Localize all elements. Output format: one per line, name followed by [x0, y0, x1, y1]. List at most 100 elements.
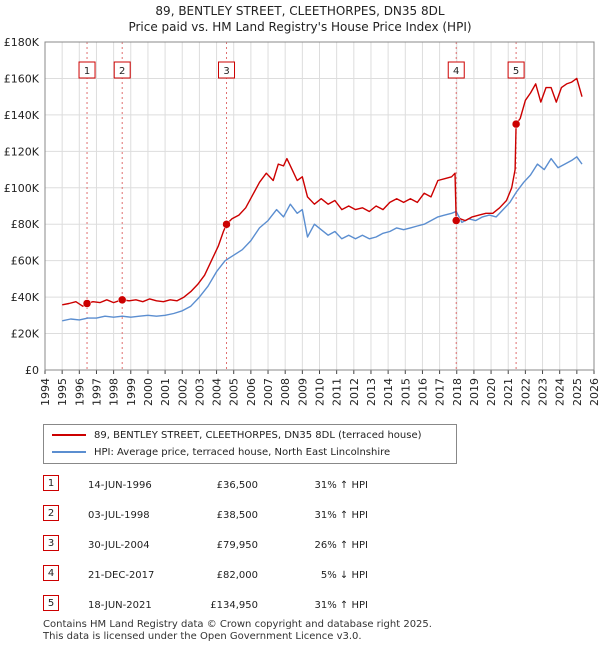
series	[62, 77, 583, 322]
sale-label-box	[78, 61, 96, 79]
chart-subtitle: Price paid vs. HM Land Registry's House …	[128, 20, 472, 34]
sale-label-box	[113, 61, 131, 79]
x-tick-label: 2018	[451, 378, 464, 406]
sale-price: £36,500	[216, 480, 258, 491]
sale-hpi-change: 5% ↓ HPI	[320, 570, 368, 581]
axes: £0 £20K £40K £60K £80K £100K £120K £140K £160K £1…	[4, 36, 600, 406]
sale-date: 14-JUN-1996	[88, 480, 152, 491]
x-tick-label: 1994	[39, 378, 52, 406]
legend-swatch-property	[52, 434, 86, 436]
sale-hpi-change: 31% ↑ HPI	[314, 600, 368, 611]
x-tick-label: 2000	[142, 378, 155, 406]
sale-price: £82,000	[216, 570, 258, 581]
sale-number-badge: 3	[43, 535, 59, 551]
legend-swatch-hpi	[52, 451, 86, 453]
y-tick-label: £100K	[4, 182, 40, 195]
sale-row: 1 14-JUN-1996 £36,500 31% ↑ HPI	[43, 472, 383, 502]
chart-title: 89, BENTLEY STREET, CLEETHORPES, DN35 8D…	[155, 4, 445, 18]
sale-hpi-change: 26% ↑ HPI	[314, 540, 368, 551]
x-tick-label: 2023	[537, 378, 550, 406]
x-tick-label: 2002	[176, 378, 189, 406]
sale-point	[451, 216, 461, 225]
sale-point	[222, 220, 231, 229]
sale-label-box	[447, 61, 465, 79]
x-tick-label: 2019	[468, 378, 481, 406]
legend-item-hpi: HPI: Average price, terraced house, Nort…	[52, 444, 390, 460]
x-tick-label: 2005	[228, 378, 241, 406]
x-tick-label: 2006	[245, 378, 258, 406]
hpi-line	[62, 156, 583, 322]
sale-hpi-change: 31% ↑ HPI	[314, 510, 368, 521]
sale-point	[117, 295, 127, 305]
plot-frame	[44, 41, 595, 371]
sale-number-badge: 1	[43, 475, 59, 491]
sale-number-badge: 4	[43, 565, 59, 581]
sale-date: 18-JUN-2021	[88, 600, 152, 611]
x-tick-label: 1995	[56, 378, 69, 406]
sale-date: 30-JUL-2004	[88, 540, 150, 551]
x-tick-label: 2014	[382, 378, 395, 406]
y-tick-label: £60K	[11, 255, 40, 268]
y-tick-label: £140K	[4, 109, 40, 122]
sale-row: 5 18-JUN-2021 £134,950 31% ↑ HPI	[43, 592, 383, 622]
x-tick-label: 2010	[314, 378, 327, 406]
x-tick-label: 2011	[331, 378, 344, 406]
legend-item-property: 89, BENTLEY STREET, CLEETHORPES, DN35 8D…	[52, 427, 422, 443]
x-tick-label: 2001	[159, 378, 172, 406]
x-tick-label: 2025	[571, 378, 584, 406]
x-tick-label: 2007	[262, 378, 275, 406]
x-tick-label: 2012	[348, 378, 361, 406]
footer-copyright: Contains HM Land Registry data © Crown c…	[43, 619, 432, 630]
sale-label-box	[218, 61, 236, 79]
sale-point	[511, 119, 521, 129]
x-tick-label: 2021	[502, 378, 515, 406]
sale-point	[82, 299, 92, 308]
sale-label-box	[507, 61, 525, 79]
property-price-line	[62, 77, 583, 307]
footer-license: This data is licensed under the Open Gov…	[43, 631, 362, 642]
x-tick-label: 2024	[554, 378, 567, 406]
sale-row: 2 03-JUL-1998 £38,500 31% ↑ HPI	[43, 502, 383, 532]
sales-table: 1 14-JUN-1996 £36,500 31% ↑ HPI 2 03-JUL…	[43, 472, 383, 622]
legend-label-hpi: HPI: Average price, terraced house, Nort…	[94, 446, 391, 458]
sale-label-number: 5	[513, 66, 519, 77]
x-tick-label: 1996	[73, 378, 86, 406]
sale-label-number: 4	[453, 66, 459, 77]
y-tick-label: £180K	[4, 36, 40, 49]
legend: 89, BENTLEY STREET, CLEETHORPES, DN35 8D…	[43, 424, 457, 464]
sale-row: 3 30-JUL-2004 £79,950 26% ↑ HPI	[43, 532, 383, 562]
sale-price: £134,950	[210, 600, 258, 611]
y-tick-label: £160K	[4, 72, 40, 85]
sale-hpi-change: 31% ↑ HPI	[314, 480, 368, 491]
y-tick-label: £0	[25, 364, 39, 377]
sale-date: 21-DEC-2017	[88, 570, 155, 581]
x-tick-label: 2015	[399, 378, 412, 406]
sale-label-number: 1	[84, 66, 90, 77]
x-tick-label: 2016	[416, 378, 429, 406]
x-tick-label: 2009	[296, 378, 309, 406]
legend-label-property: 89, BENTLEY STREET, CLEETHORPES, DN35 8D…	[94, 429, 422, 441]
sale-number-badge: 2	[43, 505, 59, 521]
sale-row: 4 21-DEC-2017 £82,000 5% ↓ HPI	[43, 562, 383, 592]
x-tick-label: 2026	[588, 378, 600, 406]
sale-markers: 1 2 3 4 5	[78, 61, 525, 308]
x-tick-label: 2020	[485, 378, 498, 406]
footer: Contains HM Land Registry data © Crown c…	[43, 619, 432, 643]
x-tick-label: 2022	[519, 378, 532, 406]
y-tick-label: £80K	[11, 218, 40, 231]
x-tick-label: 2004	[211, 378, 224, 406]
sale-price: £38,500	[216, 510, 258, 521]
sale-price: £79,950	[216, 540, 258, 551]
x-tick-label: 2013	[365, 378, 378, 406]
sale-label-number: 3	[223, 66, 229, 77]
x-tick-label: 1998	[108, 378, 121, 406]
x-tick-label: 1999	[125, 378, 138, 406]
grid	[44, 41, 595, 371]
y-tick-label: £20K	[11, 328, 40, 341]
sale-label-number: 2	[119, 66, 125, 77]
sale-date: 03-JUL-1998	[88, 510, 150, 521]
y-tick-label: £120K	[4, 145, 40, 158]
sale-number-badge: 5	[43, 595, 59, 611]
x-tick-label: 1997	[90, 378, 103, 406]
